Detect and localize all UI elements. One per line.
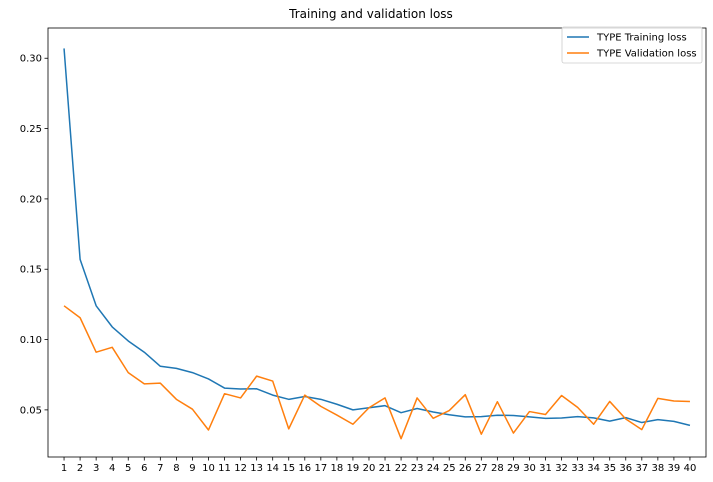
- x-tick-label: 16: [298, 463, 311, 474]
- x-tick-label: 29: [507, 463, 520, 474]
- x-tick-label: 6: [141, 463, 147, 474]
- x-tick-label: 14: [266, 463, 279, 474]
- x-tick-label: 15: [282, 463, 295, 474]
- x-tick-label: 35: [603, 463, 616, 474]
- x-tick-label: 27: [475, 463, 488, 474]
- x-tick-label: 25: [443, 463, 456, 474]
- x-tick-label: 28: [491, 463, 504, 474]
- x-tick-label: 37: [635, 463, 648, 474]
- x-tick-label: 21: [379, 463, 392, 474]
- y-tick-label: 0.10: [20, 335, 42, 346]
- x-tick-label: 39: [668, 463, 681, 474]
- x-tick-label: 17: [314, 463, 327, 474]
- y-tick-label: 0.20: [20, 194, 42, 205]
- x-tick-label: 19: [347, 463, 360, 474]
- x-tick-label: 8: [173, 463, 179, 474]
- x-tick-label: 32: [555, 463, 568, 474]
- x-tick-label: 36: [619, 463, 632, 474]
- y-tick-label: 0.05: [20, 405, 42, 416]
- x-axis: 1 2 3 4 5 6 7 8 9 10 11 12 13 14 15 16 17 18 19 20 21 22 23 24 2…: [61, 457, 696, 474]
- chart-title: Training and validation loss: [288, 7, 453, 21]
- x-tick-label: 10: [202, 463, 215, 474]
- x-tick-label: 34: [587, 463, 600, 474]
- y-tick-label: 0.15: [20, 265, 42, 276]
- x-tick-label: 3: [93, 463, 99, 474]
- series-lines: [63, 48, 691, 440]
- x-tick-label: 11: [218, 463, 231, 474]
- x-tick-label: 13: [250, 463, 263, 474]
- x-tick-label: 33: [571, 463, 584, 474]
- x-tick-label: 26: [459, 463, 472, 474]
- x-tick-label: 2: [77, 463, 83, 474]
- x-tick-label: 12: [234, 463, 247, 474]
- x-tick-label: 7: [157, 463, 163, 474]
- x-tick-label: 40: [684, 463, 697, 474]
- x-tick-label: 9: [189, 463, 195, 474]
- x-tick-label: 30: [523, 463, 536, 474]
- y-axis: 0.05 0.10 0.15 0.20 0.25 0.30: [20, 54, 48, 416]
- x-tick-label: 20: [363, 463, 376, 474]
- x-tick-label: 38: [651, 463, 664, 474]
- x-tick-label: 4: [109, 463, 115, 474]
- x-tick-label: 18: [331, 463, 344, 474]
- series-line-validation: [63, 305, 690, 440]
- x-tick-label: 23: [411, 463, 424, 474]
- x-tick-label: 31: [539, 463, 552, 474]
- x-tick-label: 5: [125, 463, 131, 474]
- x-tick-label: 1: [61, 463, 67, 474]
- plot-frame: [47, 27, 707, 458]
- legend: TYPE Training loss TYPE Validation loss: [561, 26, 703, 64]
- y-tick-label: 0.30: [20, 54, 42, 65]
- legend-label: TYPE Training loss: [596, 33, 687, 44]
- y-tick-label: 0.25: [20, 124, 42, 135]
- x-tick-label: 24: [427, 463, 440, 474]
- legend-box: [561, 26, 703, 64]
- x-tick-label: 22: [395, 463, 408, 474]
- legend-label: TYPE Validation loss: [596, 49, 697, 60]
- series-line-training: [63, 48, 691, 427]
